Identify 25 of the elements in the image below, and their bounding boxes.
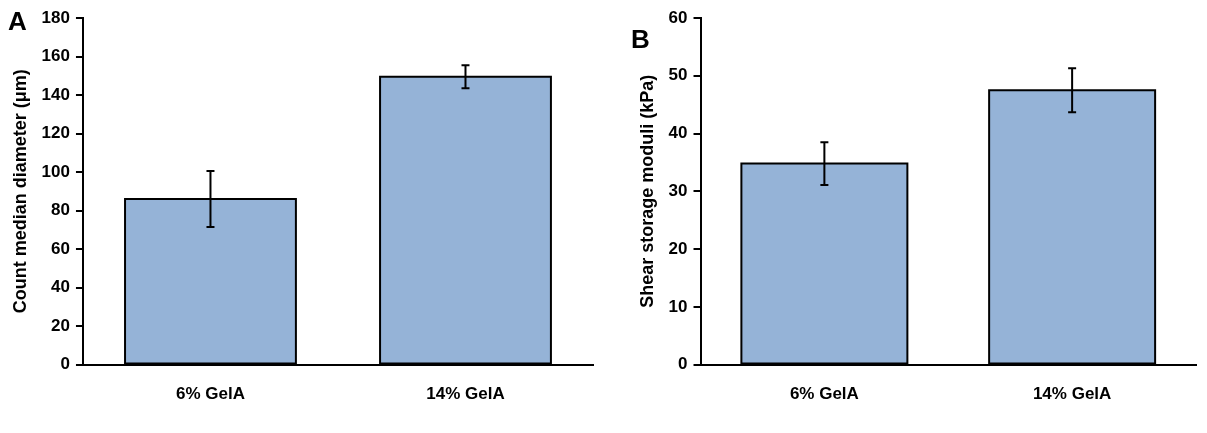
x-tick-label: 14% GelA <box>426 384 505 404</box>
y-tick-label: 120 <box>41 123 70 143</box>
y-tick-label: 160 <box>41 46 70 66</box>
text: B <box>631 24 650 55</box>
text: A <box>8 6 27 37</box>
y-axis-title: Shear storage moduli (kPa) <box>636 74 657 308</box>
y-tick-label: 40 <box>668 123 688 143</box>
y-tick-label: 20 <box>668 238 688 258</box>
y-tick-label: 30 <box>668 180 688 200</box>
y-tick-label: 60 <box>668 7 688 27</box>
y-tick-label: 0 <box>678 354 688 374</box>
y-tick-label: 60 <box>51 238 70 258</box>
y-tick-label: 20 <box>51 315 70 335</box>
y-tick-label: 50 <box>668 65 688 85</box>
x-tick-label: 14% GelA <box>1032 384 1112 404</box>
x-tick-label: 6% GelA <box>175 384 245 404</box>
y-tick-label: 80 <box>51 200 70 220</box>
y-axis-title: Count median diameter (μm) <box>9 69 30 314</box>
y-tick-label: 40 <box>51 277 70 297</box>
y-tick-label: 180 <box>41 7 70 27</box>
y-tick-label: 10 <box>668 296 688 316</box>
x-tick-label: 6% GelA <box>789 384 859 404</box>
y-tick-label: 0 <box>60 354 70 374</box>
y-tick-label: 100 <box>41 161 70 181</box>
y-tick-label: 140 <box>41 84 70 104</box>
